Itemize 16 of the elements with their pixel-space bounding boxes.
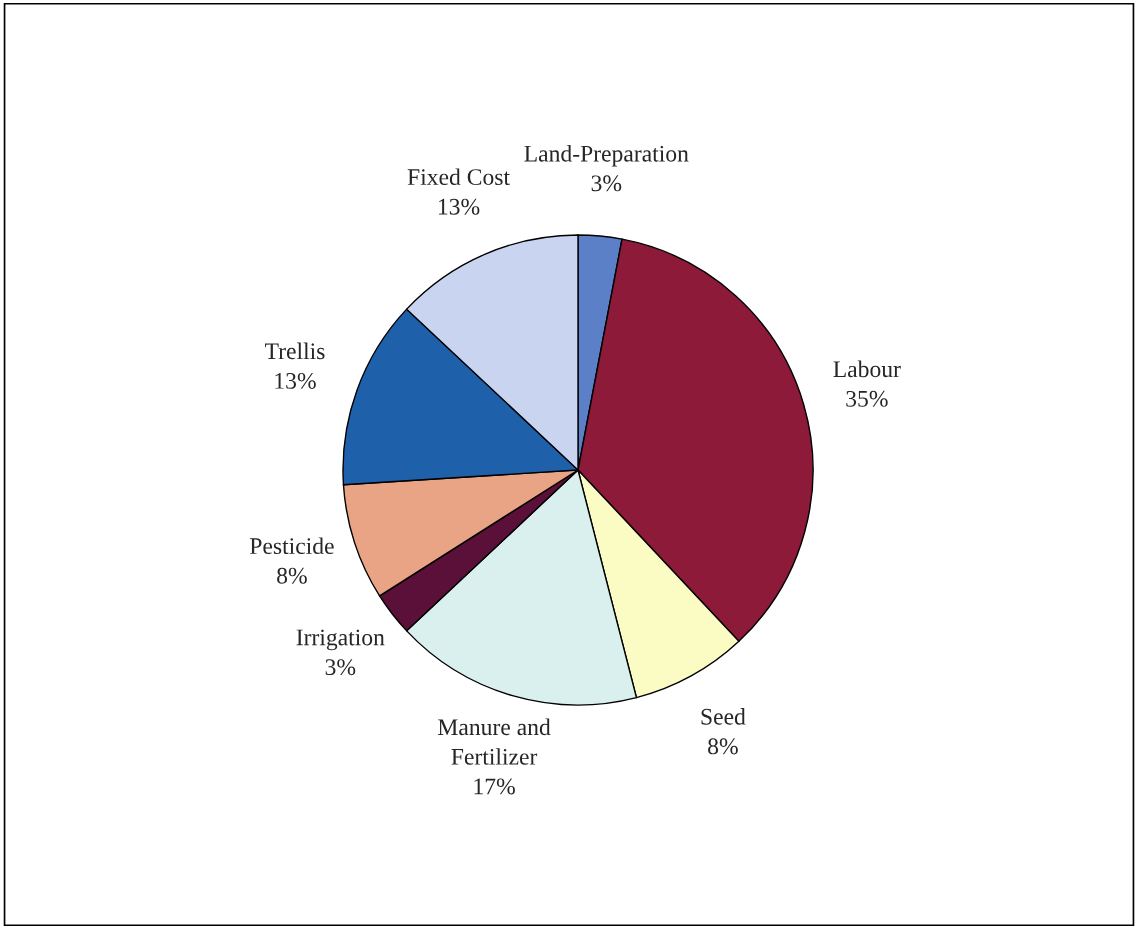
data-label: 8% <box>708 738 738 755</box>
data-label: 3% <box>325 659 356 676</box>
slice-label: Pesticide <box>249 537 334 555</box>
slice-label: Irrigation <box>296 629 385 651</box>
slice-label: Manure and Fertilizer <box>438 718 551 765</box>
slice-label: Labour <box>833 360 901 378</box>
slice-label: Fixed Cost <box>407 168 510 186</box>
data-label: 17% <box>474 778 515 795</box>
data-label: 8% <box>277 567 307 584</box>
slice-label: Land-Preparation <box>524 145 689 167</box>
data-label: 35% <box>846 390 888 407</box>
data-label: 13% <box>438 198 480 215</box>
data-label: 3% <box>591 175 622 192</box>
slice-label: Seed <box>701 708 746 725</box>
data-label: 13% <box>275 372 316 389</box>
slice-label: Trellis <box>265 342 325 360</box>
